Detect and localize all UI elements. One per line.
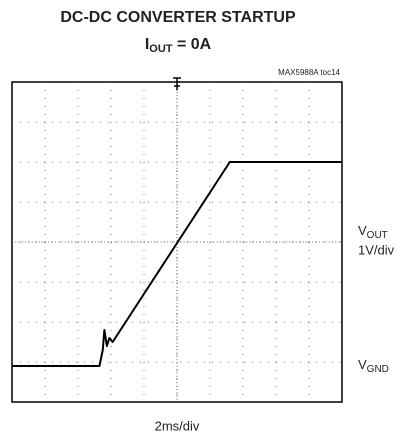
trace-label: VOUT (358, 223, 388, 240)
subtitle-sub: OUT (149, 43, 173, 55)
chart-subtitle: IOUT = 0A (145, 36, 212, 55)
trace (12, 161, 342, 367)
trace-scale: 1V/div (358, 242, 395, 257)
chart-title: DC-DC CONVERTER STARTUP (60, 9, 296, 26)
label-part: V (358, 223, 367, 238)
trigger-marker (173, 77, 181, 90)
label-sub: GND (367, 364, 389, 375)
note: MAX5988A toc14 (278, 68, 340, 77)
label-sub: OUT (367, 230, 388, 241)
ground-label: VGND (358, 357, 389, 374)
x-axis-label: 2ms/div (155, 418, 200, 433)
subtitle-part: = 0A (173, 36, 212, 53)
subtitle-part: I (145, 36, 149, 53)
label-part: V (358, 357, 367, 372)
